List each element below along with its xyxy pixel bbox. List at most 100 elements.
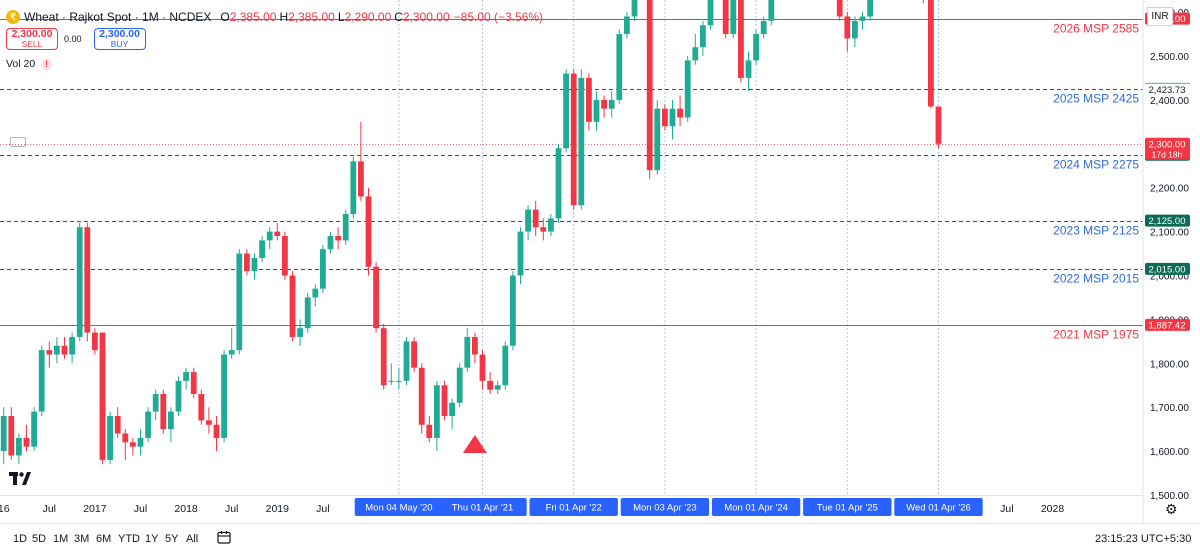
candle-body (289, 275, 296, 337)
candle (92, 328, 98, 355)
price-tag-bg (1145, 214, 1190, 227)
price-tag-bg (1145, 83, 1190, 96)
candle-body (722, 0, 729, 35)
x-tick-label: 2019 (266, 503, 290, 515)
candle (411, 336, 417, 373)
candle (662, 104, 668, 131)
candle (251, 253, 258, 280)
y-tick-label: 2,100.00 (1150, 228, 1189, 239)
candle-body (684, 60, 691, 118)
candle-body (304, 297, 311, 329)
timeframe-5y[interactable]: 5Y (165, 533, 179, 545)
volume-label: Vol 20 (6, 58, 36, 70)
date-marker-bg (894, 498, 983, 516)
candle-body (320, 249, 326, 289)
candle-body (16, 437, 22, 456)
timeframe-all[interactable]: All (186, 533, 199, 545)
calendar-icon[interactable] (217, 530, 231, 544)
candle-body (107, 415, 113, 460)
candle-body (365, 196, 372, 267)
y-tick-label: 2,400.00 (1150, 96, 1189, 107)
y-tick-label: 1,800.00 (1150, 359, 1189, 370)
candle-body (213, 424, 220, 438)
candle-body (69, 336, 75, 355)
low-value: 2,290.00 (344, 10, 392, 24)
x-tick-label: 2028 (1041, 503, 1065, 515)
price-chart[interactable]: 2026 MSP 2585 2025 MSP 2425 2024 MSP 2275 2… (0, 0, 1200, 523)
candle-body (434, 385, 440, 438)
timeframe-1d[interactable]: 1D (13, 533, 28, 545)
change-value: −85.00 (−3.56%) (453, 10, 544, 24)
x-tick-label: Jul (316, 503, 329, 515)
candle (69, 332, 75, 364)
buy-price: 2,300.00 (99, 28, 140, 40)
candle (373, 262, 379, 333)
msp-level-label: 2022 MSP 2015 (1053, 272, 1139, 286)
candle (221, 350, 227, 443)
candle (593, 91, 600, 131)
candle (928, 0, 934, 109)
candle-body (532, 209, 539, 228)
candle (722, 0, 729, 39)
candle (365, 187, 372, 276)
msp-level-label: 2023 MSP 2125 (1053, 224, 1139, 238)
candle-body (0, 415, 7, 452)
candle-body (350, 161, 357, 215)
candle-body (464, 336, 471, 368)
symbol-title[interactable]: Wheat · Rajkot Spot · 1M · NCDEX (24, 10, 212, 24)
low-label: L (337, 10, 345, 24)
timeframe-1m[interactable]: 1M (53, 533, 69, 545)
date-marker-text: Wed 01 Apr '26 (906, 503, 971, 514)
candle-body (935, 106, 942, 144)
clock-readout[interactable]: 23:15:23 UTC+5:30 (1095, 533, 1192, 545)
high-value: 2,385.00 (288, 10, 335, 24)
candle (137, 429, 144, 456)
candle (183, 367, 189, 390)
candle-body (61, 345, 68, 355)
volume-legend[interactable]: Vol 20 ! (6, 58, 53, 70)
timeframe-1y[interactable]: 1Y (145, 533, 159, 545)
candle-body (456, 367, 463, 403)
candle (631, 0, 638, 21)
candle (570, 69, 577, 210)
candle (867, 0, 873, 21)
tradingview-logo-icon[interactable] (9, 472, 31, 491)
timeframe-5d[interactable]: 5D (32, 533, 47, 545)
date-marker-bg (711, 498, 801, 516)
candle (753, 29, 759, 65)
candle (130, 437, 136, 456)
warning-icon[interactable]: ! (41, 58, 53, 70)
candle (54, 336, 60, 364)
candle (61, 336, 68, 359)
candle (289, 271, 296, 342)
wheat-symbol-icon[interactable]: ₹ (6, 10, 20, 24)
candle (236, 249, 243, 355)
x-tick-label: Jul (1000, 503, 1013, 515)
candle-body (669, 108, 676, 127)
candle (114, 407, 121, 438)
candle (487, 372, 493, 395)
candle-body (84, 227, 91, 333)
sell-button[interactable]: 2,300.00 SELL (6, 28, 58, 50)
candle-body (525, 209, 531, 232)
buy-button[interactable]: 2,300.00 BUY (93, 28, 146, 50)
candle-body (31, 411, 37, 447)
timeframe-3m[interactable]: 3M (74, 533, 90, 545)
candle (152, 389, 159, 421)
candle (601, 95, 607, 118)
currency-selector[interactable]: INR (1147, 7, 1173, 26)
timeframe-6m[interactable]: 6M (96, 533, 112, 545)
candle-body (867, 0, 873, 17)
candle-body (662, 108, 668, 127)
candle (403, 336, 410, 386)
date-marker-text: Mon 04 May '20 (365, 503, 432, 514)
open-label: O (220, 10, 230, 24)
candle (122, 429, 129, 460)
collapse-legend-icon[interactable] (10, 137, 26, 147)
candle (479, 350, 486, 390)
timeframe-ytd[interactable]: YTD (118, 533, 140, 545)
candle (297, 319, 303, 346)
gear-icon[interactable]: ⚙ (1165, 501, 1178, 517)
candle-body (99, 332, 106, 460)
candle (456, 363, 463, 408)
